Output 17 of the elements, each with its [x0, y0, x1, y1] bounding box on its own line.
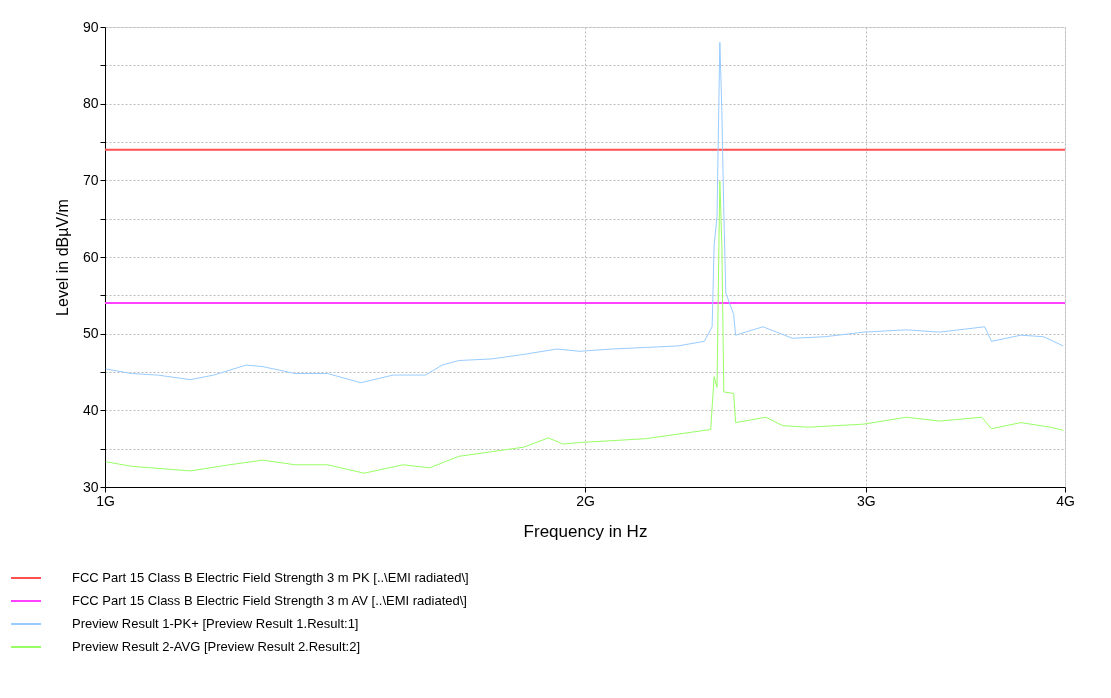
y-tick-label: 40 — [82, 401, 99, 418]
x-tick-label: 3G — [856, 492, 876, 509]
y-tick-label: 90 — [82, 18, 99, 35]
y-tick-label: 70 — [82, 171, 99, 188]
y-tick-label: 80 — [82, 95, 99, 112]
x-tick-label: 4G — [1056, 492, 1075, 509]
y-tick-label: 50 — [82, 325, 99, 342]
y-axis-title: Level in dBµV/m — [53, 199, 71, 316]
legend-label: Preview Result 2-AVG [Preview Result 2.Result:2] — [72, 639, 361, 654]
legend-label: Preview Result 1-PK+ [Preview Result 1.Result:1] — [72, 616, 359, 631]
y-tick-label: 30 — [82, 478, 99, 495]
x-axis-title: Frequency in Hz — [523, 521, 648, 541]
x-tick-label: 2G — [576, 492, 595, 509]
x-tick-label: 1G — [96, 492, 115, 509]
legend-label: FCC Part 15 Class B Electric Field Strength 3 m PK [..\EMI radiated\] — [72, 570, 469, 585]
legend-label: FCC Part 15 Class B Electric Field Strength 3 m AV [..\EMI radiated\] — [72, 593, 467, 608]
y-tick-label: 60 — [82, 248, 99, 265]
